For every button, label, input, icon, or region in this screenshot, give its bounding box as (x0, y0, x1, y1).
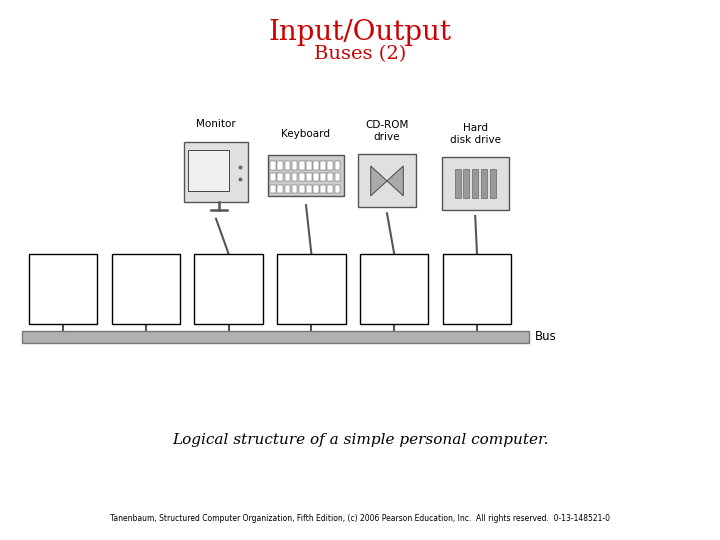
Bar (292, 185, 297, 193)
Bar (490, 169, 496, 199)
Text: Tanenbaum, Structured Computer Organization, Fifth Edition, (c) 2006 Pearson Edu: Tanenbaum, Structured Computer Organizat… (110, 514, 610, 523)
Bar (454, 169, 461, 199)
Bar (299, 185, 305, 193)
FancyBboxPatch shape (277, 254, 346, 324)
Text: Buses (2): Buses (2) (314, 45, 406, 63)
Bar (320, 161, 326, 170)
Bar (335, 161, 341, 170)
Bar (270, 173, 276, 181)
Bar (270, 185, 276, 193)
Bar (335, 173, 341, 181)
Bar (472, 169, 478, 199)
Bar (306, 185, 312, 193)
Polygon shape (371, 166, 387, 196)
Text: Hard
disk drive: Hard disk drive (450, 123, 500, 145)
FancyBboxPatch shape (188, 150, 229, 191)
Bar (277, 173, 283, 181)
Bar (328, 161, 333, 170)
Bar (292, 161, 297, 170)
Text: CD-ROM
controller: CD-ROM controller (371, 278, 418, 300)
Text: Video
controller: Video controller (205, 278, 252, 300)
Bar (277, 185, 283, 193)
Bar (328, 173, 333, 181)
Bar (270, 161, 276, 170)
Bar (306, 161, 312, 170)
Polygon shape (387, 166, 403, 196)
Bar (335, 185, 341, 193)
Text: Input/Output: Input/Output (269, 19, 451, 46)
Bar (284, 173, 290, 181)
FancyBboxPatch shape (194, 254, 263, 324)
Text: Monitor: Monitor (196, 118, 236, 129)
FancyBboxPatch shape (184, 141, 248, 202)
Bar (313, 161, 319, 170)
Bar (464, 169, 469, 199)
Bar (306, 173, 312, 181)
FancyBboxPatch shape (112, 254, 180, 324)
Text: Bus: Bus (535, 330, 557, 343)
FancyBboxPatch shape (441, 157, 509, 210)
Bar (299, 161, 305, 170)
Bar (328, 185, 333, 193)
FancyBboxPatch shape (22, 331, 529, 343)
Bar (313, 185, 319, 193)
FancyBboxPatch shape (29, 254, 97, 324)
Bar (481, 169, 487, 199)
Bar (292, 173, 297, 181)
Bar (284, 185, 290, 193)
Bar (313, 173, 319, 181)
Bar (299, 173, 305, 181)
Text: Hard
disk
controller: Hard disk controller (454, 272, 500, 306)
Text: Memory: Memory (126, 284, 166, 294)
Text: Logical structure of a simple personal computer.: Logical structure of a simple personal c… (172, 433, 548, 447)
Bar (277, 161, 283, 170)
FancyBboxPatch shape (360, 254, 428, 324)
Bar (284, 161, 290, 170)
Text: Keyboard: Keyboard (282, 129, 330, 139)
Bar (320, 173, 326, 181)
FancyBboxPatch shape (268, 155, 344, 197)
Text: Keyboard
controller: Keyboard controller (288, 278, 335, 300)
Text: CD-ROM
drive: CD-ROM drive (365, 120, 409, 142)
FancyBboxPatch shape (358, 154, 416, 207)
FancyBboxPatch shape (443, 254, 511, 324)
Bar (320, 185, 326, 193)
Text: CPU: CPU (53, 284, 73, 294)
